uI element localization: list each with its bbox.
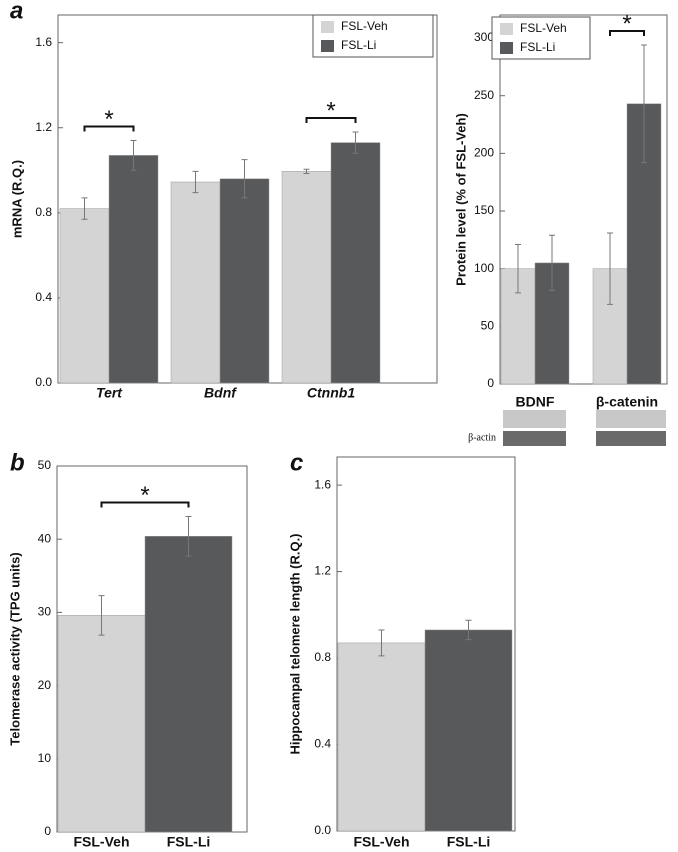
error-bar [641, 44, 647, 164]
y-axis-label: mRNA (R.Q.) [9, 160, 24, 238]
error-bar [352, 131, 359, 154]
significance-bracket [609, 29, 645, 36]
bar [330, 142, 381, 384]
x-tick-label: FSL-Veh [353, 834, 409, 850]
plot-frame [499, 14, 668, 385]
bar [170, 181, 221, 384]
y-tick-label: 0.0 [314, 823, 331, 837]
y-tick-label: 1.2 [35, 120, 52, 134]
blot-label: β-actin [468, 432, 496, 443]
significance-mark: * [326, 97, 335, 124]
error-bar [303, 168, 310, 174]
error-bar [98, 595, 105, 636]
y-tick-label: 0 [487, 376, 494, 390]
significance-mark: * [140, 482, 149, 509]
panel-label: a [10, 0, 23, 24]
y-tick-label: 1.2 [314, 564, 331, 578]
y-tick-label: 0.0 [35, 375, 52, 389]
panel-label: c [290, 449, 303, 476]
bar [337, 642, 426, 832]
error-bar [607, 232, 613, 305]
error-bar [130, 140, 137, 171]
bar [424, 629, 513, 832]
y-axis-label: Telomerase activity (TPG units) [7, 552, 22, 745]
y-tick-label: 40 [38, 531, 52, 545]
significance-bracket [83, 125, 135, 132]
significance-bracket [100, 501, 190, 508]
y-axis-label: Protein level (% of FSL-Veh) [453, 113, 468, 286]
x-tick-label: FSL-Li [167, 834, 211, 850]
bar [144, 536, 233, 833]
legend-label: FSL-Veh [520, 21, 567, 35]
x-tick-label: Ctnnb1 [307, 385, 355, 401]
error-bar [185, 516, 192, 557]
significance-mark: * [104, 106, 113, 133]
y-tick-label: 30 [38, 605, 52, 619]
blot-band [503, 431, 566, 446]
y-tick-label: 300 [474, 30, 494, 44]
legend-label: FSL-Li [520, 40, 555, 54]
legend-label: FSL-Veh [341, 19, 388, 33]
y-tick-label: 0.8 [35, 205, 52, 219]
y-tick-label: 20 [38, 678, 52, 692]
x-tick-label: FSL-Li [447, 834, 491, 850]
error-bar [549, 234, 555, 292]
y-tick-label: 150 [474, 203, 494, 217]
significance-mark: * [622, 10, 631, 37]
y-tick-label: 0 [44, 824, 51, 838]
error-bar [465, 619, 472, 641]
bar [219, 178, 270, 384]
x-tick-label: Bdnf [204, 385, 237, 401]
y-tick-label: 250 [474, 88, 494, 102]
y-tick-label: 50 [38, 458, 52, 472]
legend-swatch [500, 23, 513, 35]
legend-label: FSL-Li [341, 38, 376, 52]
x-tick-label: FSL-Veh [73, 834, 129, 850]
y-tick-label: 1.6 [35, 35, 52, 49]
blot-band [596, 431, 666, 446]
y-tick-label: 100 [474, 261, 494, 275]
error-bar [515, 243, 521, 294]
panel-label: b [10, 449, 25, 476]
blot-band [503, 410, 566, 428]
y-tick-label: 0.4 [35, 290, 52, 304]
legend-swatch [321, 21, 334, 33]
legend-swatch [321, 40, 334, 52]
x-tick-label: Tert [96, 385, 123, 401]
error-bar [378, 629, 385, 657]
y-tick-label: 50 [481, 319, 495, 333]
western-blot: β-actin [468, 410, 666, 446]
y-axis-label: Hippocampal telomere length (R.Q.) [287, 533, 302, 754]
y-tick-label: 0.8 [314, 650, 331, 664]
y-tick-label: 1.6 [314, 477, 331, 491]
bar [59, 208, 110, 384]
bar [281, 171, 332, 384]
error-bar [192, 170, 199, 194]
bar [108, 155, 159, 384]
significance-bracket [305, 116, 357, 123]
error-bar [241, 159, 248, 199]
y-tick-label: 0.4 [314, 737, 331, 751]
bar [57, 615, 146, 833]
error-bar [81, 197, 88, 220]
y-tick-label: 200 [474, 146, 494, 160]
legend-swatch [500, 42, 513, 54]
x-tick-label: β-catenin [596, 394, 658, 410]
blot-band [596, 410, 666, 428]
x-tick-label: BDNF [516, 394, 555, 410]
y-tick-label: 10 [38, 751, 52, 765]
